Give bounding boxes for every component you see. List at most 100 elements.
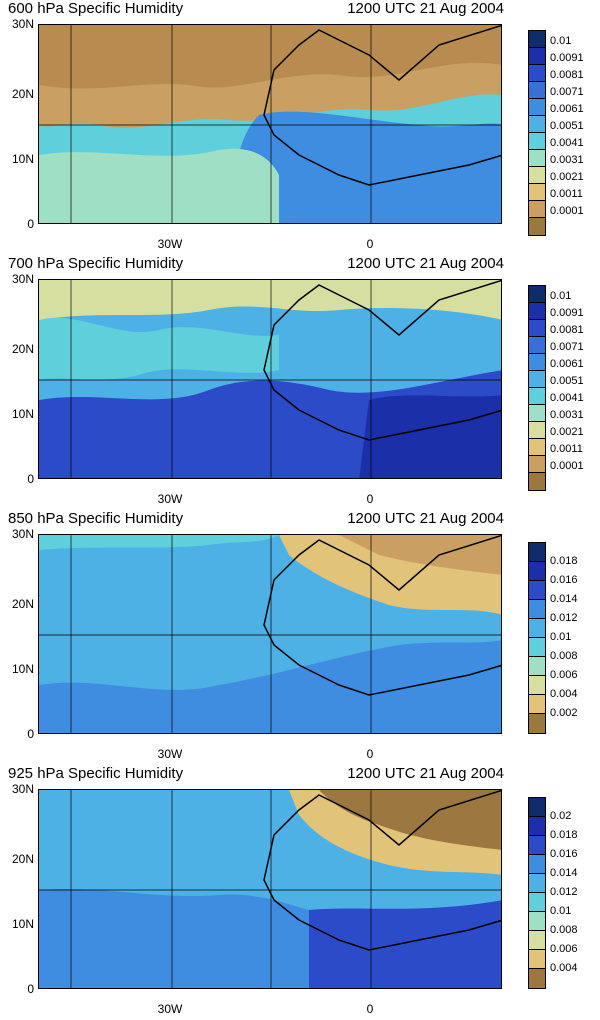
colorbar-swatch [529,874,545,893]
humidity-map [38,24,502,224]
colorbar-label: 0.002 [550,707,578,719]
y-label-0: 0 [27,472,34,486]
panel-title: 850 hPa Specific Humidity [8,510,184,527]
y-label-10n: 10N [11,407,34,421]
colorbar-label: 0.0061 [550,103,584,115]
colorbar-label: 0.01 [550,290,572,302]
colorbar-swatch [529,798,545,817]
colorbar-label: 0.0041 [550,392,584,404]
panel-timestamp: 1200 UTC 21 Aug 2004 [347,0,504,17]
colorbar-label: 0.0001 [550,205,584,217]
y-label-20n: 20N [11,597,34,611]
humidity-panel-600: 600 hPa Specific Humidity 1200 UTC 21 Au… [0,0,600,255]
colorbar-swatch [529,184,545,201]
colorbar-label: 0.0041 [550,137,584,149]
colorbar-label: 0.012 [550,612,578,624]
colorbar-swatch [529,167,545,184]
colorbar-swatch [529,695,545,714]
colorbar-swatch [529,912,545,931]
colorbar-label: 0.0051 [550,120,584,132]
y-label-30n: 30N [11,782,34,796]
panel-timestamp: 1200 UTC 21 Aug 2004 [347,510,504,527]
colorbar-label: 0.0071 [550,86,584,98]
colorbar-label: 0.018 [550,555,578,567]
colorbar-swatch [529,388,545,405]
y-label-20n: 20N [11,342,34,356]
colorbar-swatch [529,99,545,116]
colorbar-swatch [529,836,545,855]
colorbar-swatch [529,422,545,439]
colorbar-swatch [529,657,545,676]
x-label-0: 0 [366,237,374,251]
x-label-0: 0 [366,1002,374,1016]
colorbar-swatch [529,405,545,422]
colorbar-swatch [529,600,545,619]
y-label-0: 0 [27,217,34,231]
colorbar-swatch [529,48,545,65]
colorbar-label: 0.012 [550,886,578,898]
colorbar-swatch [529,855,545,874]
colorbar-swatch [529,456,545,473]
colorbar-label: 0.018 [550,829,578,841]
colorbar-swatch [529,714,545,733]
y-label-10n: 10N [11,917,34,931]
y-label-10n: 10N [11,152,34,166]
panel-timestamp: 1200 UTC 21 Aug 2004 [347,765,504,782]
colorbar [528,797,546,989]
x-label-30w: 30W [157,492,183,506]
humidity-panel-700: 700 hPa Specific Humidity 1200 UTC 21 Au… [0,255,600,510]
humidity-panel-925: 925 hPa Specific Humidity 1200 UTC 21 Au… [0,765,600,1020]
colorbar-label: 0.0031 [550,154,584,166]
y-label-0: 0 [27,727,34,741]
colorbar-swatch [529,201,545,218]
colorbar-label: 0.0051 [550,375,584,387]
colorbar-label: 0.0021 [550,426,584,438]
y-label-0: 0 [27,982,34,996]
colorbar-swatch [529,303,545,320]
colorbar-swatch [529,31,545,48]
humidity-map [38,789,502,989]
colorbar-label: 0.0011 [550,188,583,200]
colorbar-swatch [529,150,545,167]
x-label-30w: 30W [157,1002,183,1016]
map-svg [39,790,501,988]
x-label-30w: 30W [157,237,183,251]
panel-title: 925 hPa Specific Humidity [8,765,184,782]
colorbar-swatch [529,950,545,969]
colorbar-swatch [529,619,545,638]
colorbar-swatch [529,893,545,912]
colorbar-label: 0.006 [550,669,578,681]
colorbar-swatch [529,969,545,988]
coastline-overlay [39,790,501,988]
colorbar-label: 0.008 [550,650,578,662]
colorbar [528,285,546,491]
colorbar-label: 0.004 [550,688,578,700]
humidity-map [38,534,502,734]
colorbar-label: 0.008 [550,924,578,936]
colorbar-label: 0.01 [550,631,572,643]
colorbar-label: 0.0091 [550,52,584,64]
colorbar-swatch [529,543,545,562]
panel-title: 600 hPa Specific Humidity [8,0,184,17]
panel-title: 700 hPa Specific Humidity [8,255,184,272]
colorbar-label: 0.0031 [550,409,584,421]
colorbar-swatch [529,337,545,354]
colorbar-swatch [529,133,545,150]
y-label-20n: 20N [11,852,34,866]
y-label-20n: 20N [11,87,34,101]
y-label-30n: 30N [11,527,34,541]
colorbar-swatch [529,65,545,82]
colorbar-label: 0.0081 [550,69,584,81]
colorbar-swatch [529,562,545,581]
colorbar-label: 0.016 [550,574,578,586]
colorbar-swatch [529,638,545,657]
x-label-30w: 30W [157,747,183,761]
colorbar-label: 0.016 [550,848,578,860]
colorbar-swatch [529,320,545,337]
humidity-panel-850: 850 hPa Specific Humidity 1200 UTC 21 Au… [0,510,600,765]
colorbar-label: 0.01 [550,35,572,47]
panel-timestamp: 1200 UTC 21 Aug 2004 [347,255,504,272]
y-label-30n: 30N [11,17,34,31]
coastline-overlay [39,280,501,478]
colorbar-label: 0.014 [550,867,578,879]
